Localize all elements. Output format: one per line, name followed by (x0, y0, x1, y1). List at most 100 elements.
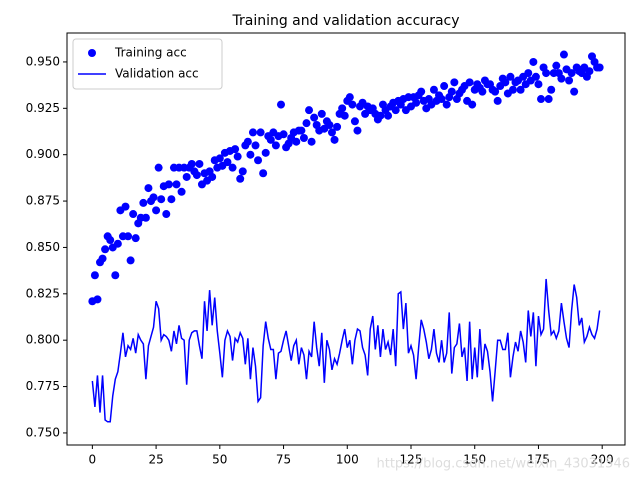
training-point (542, 69, 551, 78)
training-point (93, 295, 102, 304)
legend-label: Validation acc (115, 67, 199, 81)
training-point (348, 100, 357, 109)
y-tick-label: 0.875 (26, 194, 60, 208)
training-point (228, 163, 237, 172)
training-point (491, 87, 500, 96)
plot-frame (66, 32, 626, 446)
training-point (465, 78, 474, 87)
training-point (447, 87, 456, 96)
training-point (149, 193, 158, 202)
x-tick-label: 175 (527, 453, 550, 467)
training-point (177, 187, 186, 196)
x-tick-label: 25 (148, 453, 163, 467)
training-point (182, 172, 191, 181)
legend: Training acc Validation acc (72, 38, 223, 90)
training-point (231, 145, 240, 154)
training-point (172, 180, 181, 189)
y-tick-label: 0.900 (26, 147, 60, 161)
training-point (567, 69, 576, 78)
training-point (570, 87, 579, 96)
training-point (299, 133, 308, 142)
y-tick-label: 0.800 (26, 333, 60, 347)
training-point (246, 150, 255, 159)
training-point (167, 195, 176, 204)
training-point (327, 128, 336, 137)
training-point (101, 245, 110, 254)
training-point (557, 74, 566, 83)
training-point (338, 104, 347, 113)
training-point (565, 76, 574, 85)
training-point (353, 126, 362, 135)
training-point (208, 172, 217, 181)
y-tick-label: 0.925 (26, 101, 60, 115)
training-point (493, 96, 502, 105)
training-point (350, 117, 359, 126)
training-point (391, 106, 400, 115)
training-point (124, 232, 133, 241)
training-point (585, 67, 594, 76)
training-point (276, 100, 285, 109)
legend-marker (88, 49, 96, 57)
training-point (531, 72, 540, 81)
training-point (506, 72, 515, 81)
training-point (412, 98, 421, 107)
training-point (468, 100, 477, 109)
training-point (139, 198, 148, 207)
training-point (333, 122, 342, 131)
y-tick-label: 0.950 (26, 54, 60, 68)
training-point (478, 87, 487, 96)
training-point (437, 95, 446, 104)
training-point (552, 61, 561, 70)
training-point (559, 50, 568, 59)
training-point (223, 158, 232, 167)
training-point (98, 254, 107, 263)
x-tick-label: 100 (336, 453, 359, 467)
training-point (345, 93, 354, 102)
training-point (236, 174, 245, 183)
training-point (126, 256, 135, 265)
training-point (152, 206, 161, 215)
training-point (279, 130, 288, 139)
training-point (325, 121, 334, 130)
training-point (215, 154, 224, 163)
y-tick-label: 0.750 (26, 425, 60, 439)
training-point (113, 239, 122, 248)
training-point (195, 159, 204, 168)
x-tick-label: 200 (591, 453, 614, 467)
training-point (187, 159, 196, 168)
training-point (131, 234, 140, 243)
training-point (271, 141, 280, 150)
y-tick-label: 0.775 (26, 379, 60, 393)
training-point (501, 78, 510, 87)
training-point (384, 111, 393, 120)
y-tick-label: 0.850 (26, 240, 60, 254)
y-tick-label: 0.825 (26, 286, 60, 300)
x-tick-label: 50 (212, 453, 227, 467)
training-point (157, 195, 166, 204)
chart-title: Training and validation accuracy (231, 13, 459, 29)
x-tick-label: 0 (89, 453, 97, 467)
training-point (429, 85, 438, 94)
training-point (297, 126, 306, 135)
training-point (266, 135, 275, 144)
training-point (440, 82, 449, 91)
x-tick-label: 150 (463, 453, 486, 467)
training-point (442, 100, 451, 109)
training-point (154, 163, 163, 172)
training-point (529, 57, 538, 66)
training-point (516, 85, 525, 94)
legend-box (72, 38, 223, 90)
training-point (310, 113, 319, 122)
legend-label: Training acc (114, 46, 187, 60)
training-point (292, 137, 301, 146)
training-point (192, 171, 201, 180)
training-point (164, 180, 173, 189)
training-point (417, 87, 426, 96)
training-point (330, 135, 339, 144)
training-point (305, 106, 314, 115)
training-point (340, 111, 349, 120)
training-point (261, 148, 270, 157)
training-point (524, 69, 533, 78)
training-point (376, 111, 385, 120)
